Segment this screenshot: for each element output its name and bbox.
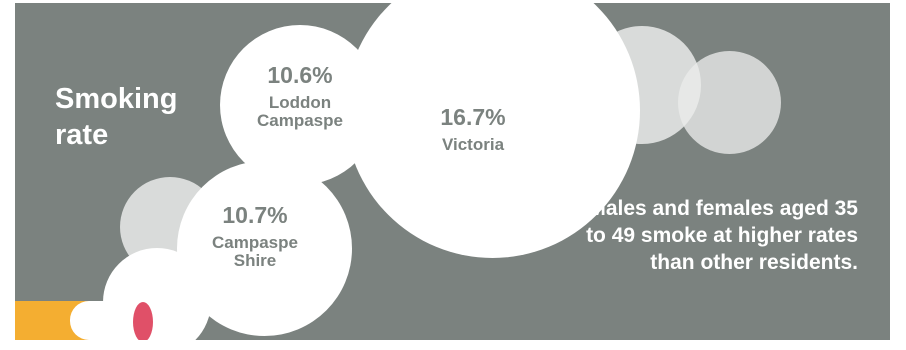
page-title: Smoking rate	[55, 83, 178, 151]
stat-value: 16.7%	[440, 104, 506, 130]
stat-loddon-campaspe: 10.6% Loddon Campaspe	[230, 62, 370, 130]
finding-note: Males and females aged 35 to 49 smoke at…	[586, 197, 858, 274]
stat-label: Victoria	[441, 135, 505, 154]
stat-campaspe-shire: 10.7% Campaspe Shire	[185, 202, 325, 270]
victoria-bubble	[345, 3, 640, 258]
stat-label: Loddon Campaspe	[257, 93, 343, 130]
decorative-bubble	[678, 51, 781, 154]
stat-label: Campaspe Shire	[212, 233, 298, 270]
stat-victoria: 16.7% Victoria	[398, 104, 548, 154]
stat-value: 10.6%	[267, 62, 333, 88]
stat-value: 10.7%	[222, 202, 288, 228]
cigarette-ember	[133, 302, 153, 340]
infographic-panel: Smoking rate 10.6% Loddon Campaspe 16.7%…	[15, 3, 890, 340]
smoke-bubble	[103, 248, 211, 340]
